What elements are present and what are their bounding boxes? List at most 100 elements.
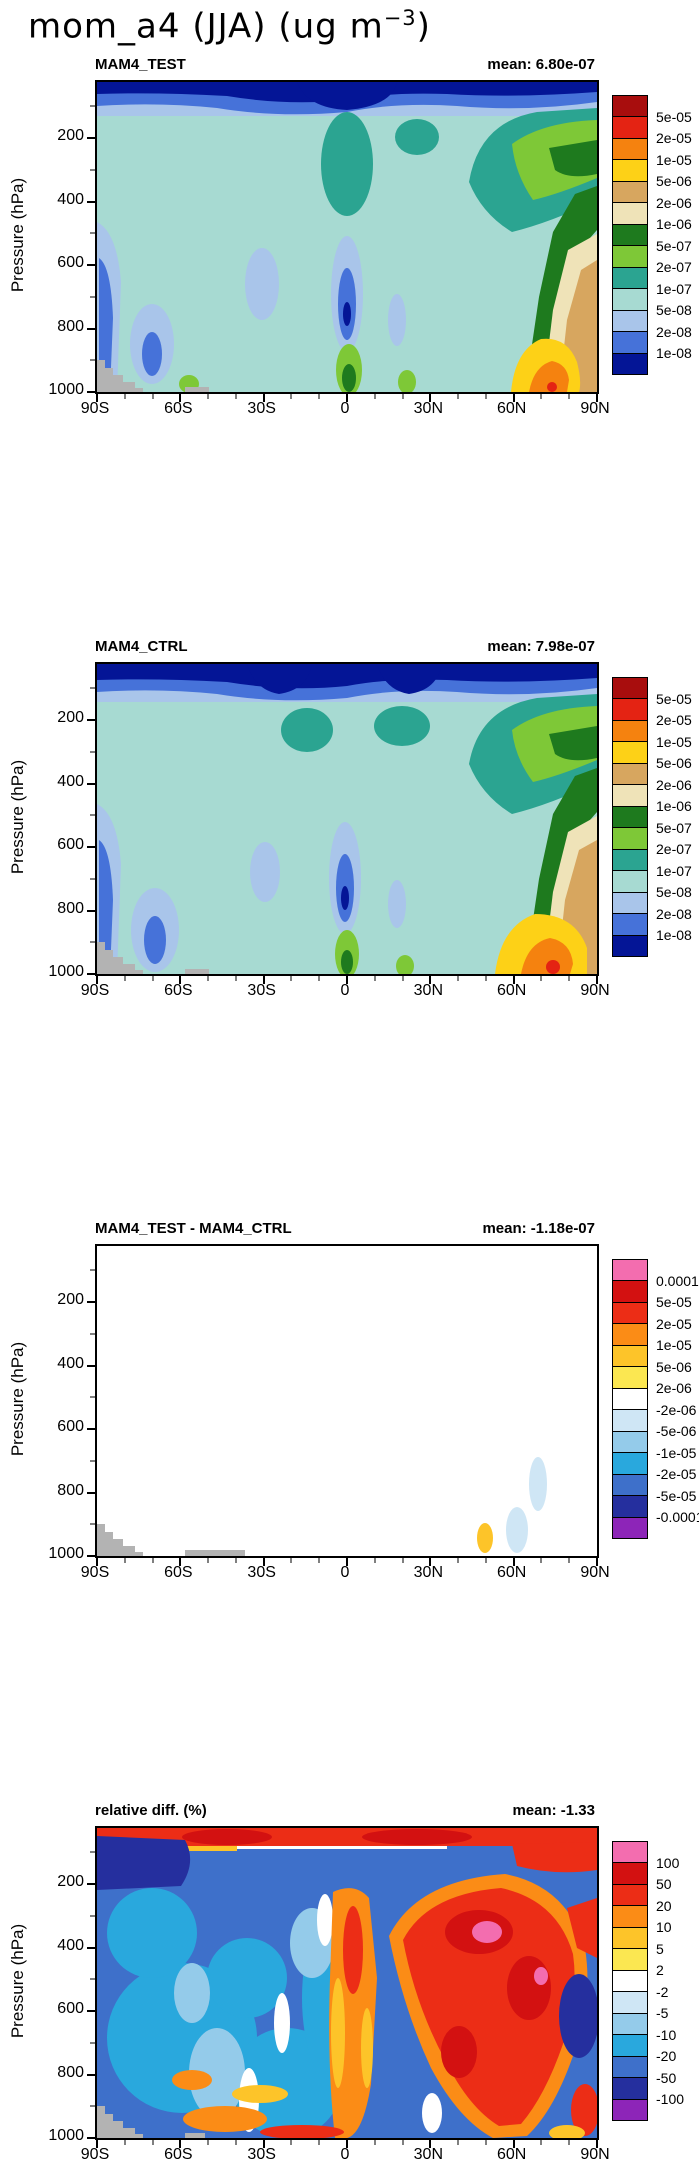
x-tick-label: 30N: [413, 1564, 444, 1581]
tick-mark: [87, 782, 95, 785]
colorbar-cell: [613, 1431, 647, 1454]
tick-mark: [429, 976, 432, 984]
colorbar-cells: [612, 1841, 648, 2121]
colorbar-label: 5e-06: [656, 1358, 692, 1375]
contour-region: [317, 1894, 333, 1946]
colorbar-label: 2e-08: [656, 905, 692, 922]
colorbar-label: 5: [656, 1940, 664, 1957]
colorbar-label: 1e-07: [656, 862, 692, 879]
x-tick-label: 0: [340, 400, 350, 417]
colorbar-label: 5e-06: [656, 173, 692, 190]
tick-mark: [512, 976, 515, 984]
tick-mark: [457, 394, 459, 399]
contour-region: [321, 112, 373, 216]
tick-mark: [90, 1460, 95, 1462]
tick-mark: [87, 2137, 95, 2139]
tick-mark: [262, 2140, 265, 2148]
contour-region: [232, 2085, 288, 2103]
contour-region: [157, 1846, 237, 1851]
colorbar-label: 5e-08: [656, 884, 692, 901]
x-tick-label: 30N: [413, 2146, 444, 2163]
tick-mark: [90, 169, 95, 171]
tick-mark: [96, 394, 98, 402]
plot-area: [87, 1826, 599, 2148]
contour-region: [422, 2093, 442, 2133]
tick-mark: [429, 2140, 432, 2148]
y-tick-label: 400: [57, 772, 84, 790]
tick-mark: [87, 1364, 95, 1367]
panel-title: MAM4_TEST: [95, 56, 186, 73]
tick-mark: [87, 909, 95, 912]
colorbar-label: 1e-06: [656, 798, 692, 815]
colorbar-cells: [612, 95, 648, 375]
colorbar-label: -5: [656, 2005, 669, 2022]
tick-mark: [90, 1396, 95, 1398]
colorbar-cell: [613, 828, 647, 850]
colorbar-label: 5e-07: [656, 237, 692, 254]
tick-mark: [318, 976, 320, 981]
panel-relative-difference: relative diff. (%) mean: -1.33 Pressure …: [0, 1800, 699, 2175]
colorbar-label: -100: [656, 2091, 685, 2108]
figure-title: mom_a4 (JJA) (ug m−3): [28, 6, 431, 46]
panel-mam4-test: MAM4_TEST mean: 6.80e-07 Pressure (hPa) …: [0, 54, 699, 636]
colorbar-label: 100: [656, 1854, 680, 1871]
x-tick-label: 0: [340, 982, 350, 999]
contour-region: [567, 1898, 597, 1958]
contour-region: [144, 916, 166, 964]
contour-region: [521, 938, 573, 974]
contour-region: [396, 955, 414, 974]
colorbar-cell: [613, 1281, 647, 1303]
plot-area: [87, 80, 599, 402]
y-tick-label: 800: [57, 899, 84, 917]
y-axis-ticks: 200 400 600 800 1000: [0, 662, 90, 980]
colorbar-cell: [613, 1949, 647, 1971]
contour-region: [97, 2106, 143, 2138]
colorbar-cell: [613, 1453, 647, 1475]
tick-mark: [90, 359, 95, 361]
contour-region: [107, 1888, 197, 1978]
tick-mark: [90, 105, 95, 107]
x-tick-label: 30S: [247, 1564, 276, 1581]
contour-region: [189, 2028, 245, 2118]
x-tick-label: 60N: [496, 1564, 527, 1581]
contour-region: [341, 886, 349, 910]
tick-mark: [152, 2140, 154, 2145]
contour-region: [549, 726, 597, 761]
colorbar-label: 5e-05: [656, 108, 692, 125]
colorbar-label: -2: [656, 1983, 669, 2000]
y-tick-label: 600: [57, 2000, 84, 2017]
tick-mark: [90, 1333, 95, 1335]
contour-region: [97, 1836, 191, 1890]
contour-region: [197, 1846, 447, 1849]
x-axis-tickmarks: [96, 392, 598, 404]
tick-mark: [568, 976, 570, 981]
colorbar-cell: [613, 2013, 647, 2036]
colorbar-cell: [613, 1302, 647, 1325]
x-tick-label: 0: [340, 1564, 350, 1581]
y-axis-tickmarks: [85, 82, 97, 393]
x-tick-label: 60S: [164, 982, 193, 999]
contour-region: [477, 1523, 493, 1553]
tick-mark: [402, 2140, 404, 2145]
colorbar-label: 2e-08: [656, 323, 692, 340]
contour-region: [174, 1963, 210, 2023]
contour-field-relative-difference: [97, 1828, 597, 2138]
colorbar-cell: [613, 1388, 647, 1411]
panel-mean-value: mean: 6.80e-07: [487, 56, 595, 73]
contour-region: [185, 2133, 205, 2138]
tick-mark: [262, 1558, 265, 1566]
tick-mark: [290, 976, 292, 981]
tick-mark: [90, 814, 95, 816]
y-tick-label: 200: [57, 1873, 84, 1890]
contour-region: [395, 119, 439, 155]
tick-mark: [512, 2140, 515, 2148]
colorbar-label: -0.0001: [656, 1509, 699, 1526]
contour-region: [182, 1829, 272, 1845]
colorbar-cell: [613, 1345, 647, 1368]
contour-field-test: [97, 82, 597, 392]
colorbar-cell: [613, 935, 647, 957]
x-axis-ticks: 90S 60S 30S 0 30N 60N 90N: [81, 400, 610, 424]
tick-mark: [87, 200, 95, 203]
contour-region: [97, 664, 597, 689]
tick-mark: [87, 719, 95, 721]
